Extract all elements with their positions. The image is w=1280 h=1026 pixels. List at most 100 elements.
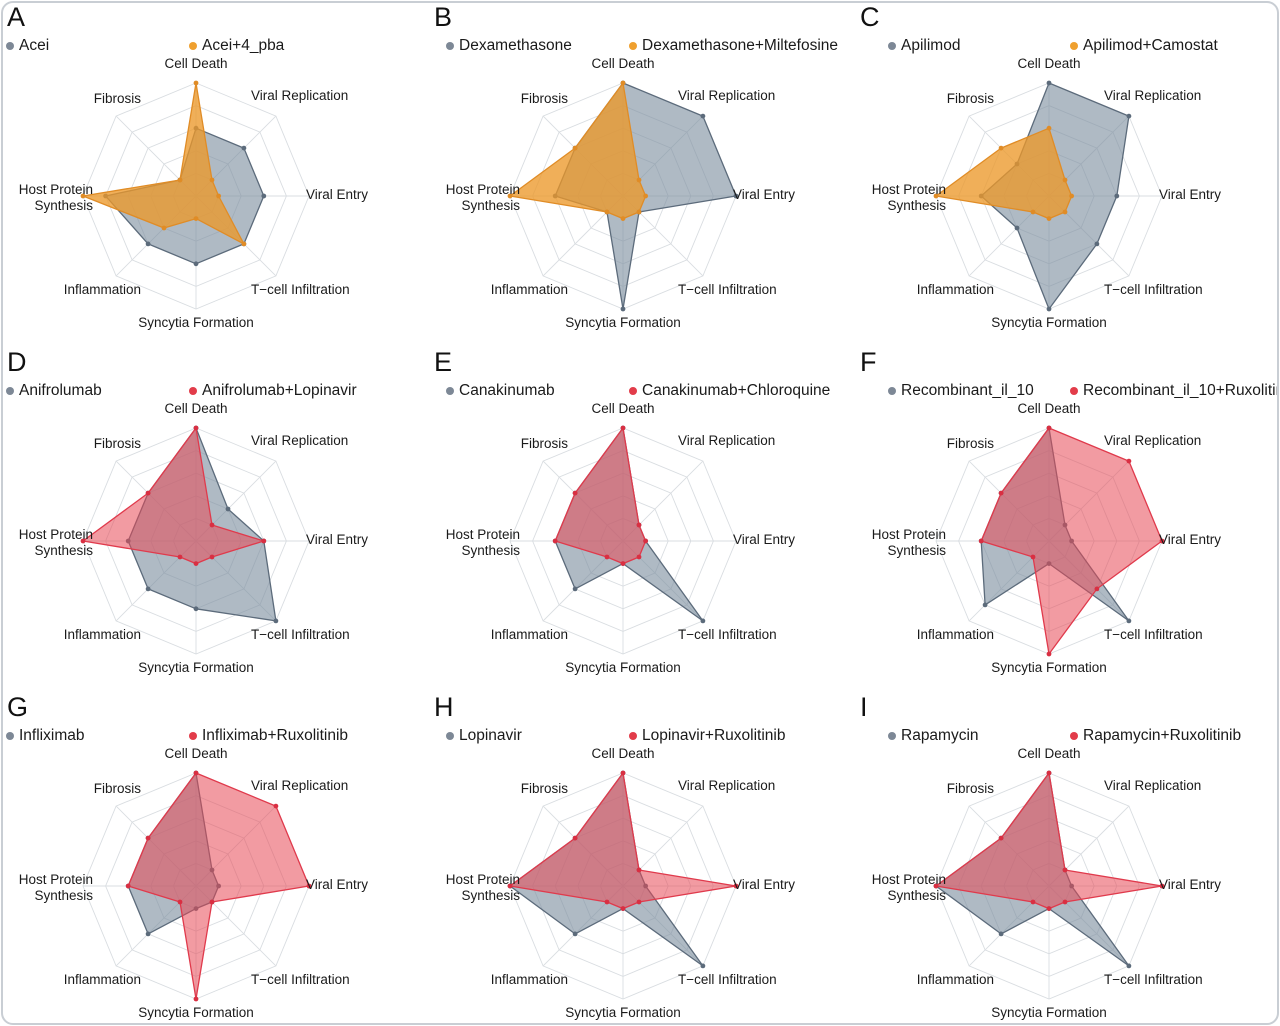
data-point <box>193 216 199 222</box>
data-point <box>604 899 610 905</box>
legend-label: Acei <box>19 37 50 54</box>
data-point <box>1062 899 1068 905</box>
axis-label: Synthesis <box>461 198 520 213</box>
axis-label: Cell Death <box>1017 56 1080 71</box>
data-point <box>700 113 706 119</box>
legend-dot-icon <box>6 731 14 740</box>
data-point <box>636 522 642 528</box>
data-point <box>125 883 131 889</box>
axis-label: Inflammation <box>491 972 568 987</box>
axis-label: Fibrosis <box>521 436 569 451</box>
axis-label: Cell Death <box>1017 746 1080 761</box>
axis-label: T−cell Infiltration <box>251 627 350 642</box>
data-point <box>1046 306 1052 312</box>
axis-label: T−cell Infiltration <box>678 972 777 987</box>
legend-item-combo: Lopinavir+Ruxolitinib <box>629 727 785 744</box>
legend-item-mono: Apilimod <box>888 37 960 54</box>
data-point <box>998 490 1004 496</box>
axis-label: Cell Death <box>164 746 227 761</box>
data-point <box>982 602 988 608</box>
axis-label: Host Protein <box>446 872 520 887</box>
legend-item-mono: Infliximab <box>6 727 84 744</box>
data-point <box>620 425 626 431</box>
data-point <box>643 193 648 199</box>
data-point <box>177 177 183 183</box>
legend-label: Apilimod <box>901 37 961 54</box>
radar-panel-g: G Infliximab Infliximab+Ruxolitinib Cell… <box>0 690 426 1026</box>
axis-label: Viral Replication <box>678 778 775 793</box>
legend-item-combo: Acei+4_pba <box>189 37 284 54</box>
axis-label: Fibrosis <box>947 91 995 106</box>
data-point <box>1046 216 1052 222</box>
radar-panel-c: C Apilimod Apilimod+Camostat Cell Death V… <box>853 0 1279 345</box>
axis-label: Viral Replication <box>1104 778 1201 793</box>
panel-letter: F <box>860 347 877 377</box>
legend-dot-icon <box>446 386 454 395</box>
legend-item-mono: Canakinumab <box>446 382 555 399</box>
data-point <box>1069 193 1074 199</box>
data-point <box>1094 241 1100 247</box>
data-point <box>209 554 215 560</box>
legend-item-combo: Dexamethasone+Miltefosine <box>629 37 838 54</box>
axis-label: Inflammation <box>917 972 994 987</box>
legend-item-combo: Rapamycin+Ruxolitinib <box>1070 727 1241 744</box>
legend-item-combo: Canakinumab+Chloroquine <box>629 382 830 399</box>
data-point <box>507 883 513 889</box>
legend-item-mono: Lopinavir <box>446 727 522 744</box>
legend-item-combo: Anifrolumab+Lopinavir <box>189 382 357 399</box>
axis-label: Fibrosis <box>94 91 142 106</box>
data-point <box>1046 125 1052 131</box>
data-point <box>145 835 151 841</box>
data-point <box>1126 963 1132 969</box>
axis-label: Fibrosis <box>521 91 569 106</box>
axis-label: Inflammation <box>917 627 994 642</box>
legend-label: Dexamethasone <box>459 37 572 54</box>
legend-dot-icon <box>446 731 454 740</box>
axis-label: Viral Entry <box>1159 187 1221 202</box>
data-point <box>1062 209 1068 215</box>
radar-chart: Cell Death Viral Replication Viral Entry T−… <box>19 746 369 1020</box>
axis-label: Syncytia Formation <box>138 315 254 330</box>
series-polygon-red <box>127 772 310 1000</box>
data-point <box>604 209 610 215</box>
data-point <box>572 835 578 841</box>
axis-label: Viral Replication <box>1104 433 1201 448</box>
data-point <box>620 561 626 566</box>
legend-dot-icon <box>629 731 637 740</box>
legend-dot-icon <box>6 41 14 50</box>
axis-label: Viral Replication <box>1104 88 1201 103</box>
radar-chart: Cell Death Viral Replication Viral Entry T−… <box>446 56 796 330</box>
legend-dot-icon <box>888 41 896 50</box>
axis-label: Viral Entry <box>733 877 795 892</box>
data-point <box>1046 425 1052 431</box>
data-point <box>1030 209 1036 215</box>
axis-label: Inflammation <box>917 282 994 297</box>
radar-panel-b: B Dexamethasone Dexamethasone+Miltefosin… <box>427 0 853 345</box>
radar-panel-f: F Recombinant_il_10 Recombinant_il_10+Ru… <box>853 345 1279 690</box>
axis-label: Viral Entry <box>306 187 368 202</box>
radar-chart: Cell Death Viral Replication Viral Entry T−… <box>19 401 369 675</box>
axis-label: T−cell Infiltration <box>251 282 350 297</box>
axis-label: Cell Death <box>1017 401 1080 416</box>
data-point <box>507 193 513 199</box>
legend-item-mono: Rapamycin <box>888 727 979 744</box>
radar-chart: Cell Death Viral Replication Viral Entry T−… <box>446 401 796 675</box>
axis-label: Viral Replication <box>251 88 348 103</box>
axis-label: Inflammation <box>64 627 141 642</box>
data-point <box>604 554 610 560</box>
legend-dot-icon <box>888 731 896 740</box>
panel-letter: I <box>860 692 868 722</box>
data-point <box>552 538 558 544</box>
legend-item-mono: Dexamethasone <box>446 37 572 54</box>
data-point <box>620 306 626 312</box>
data-point <box>1114 193 1120 199</box>
axis-label: Fibrosis <box>947 436 995 451</box>
legend-dot-icon <box>1070 41 1078 50</box>
legend-label: Canakinumab <box>459 382 555 399</box>
axis-label: Cell Death <box>164 401 227 416</box>
axis-label: Host Protein <box>19 872 93 887</box>
data-point <box>241 145 247 151</box>
legend-dot-icon <box>189 731 197 740</box>
legend-dot-icon <box>189 41 197 50</box>
axis-label: Synthesis <box>887 888 946 903</box>
